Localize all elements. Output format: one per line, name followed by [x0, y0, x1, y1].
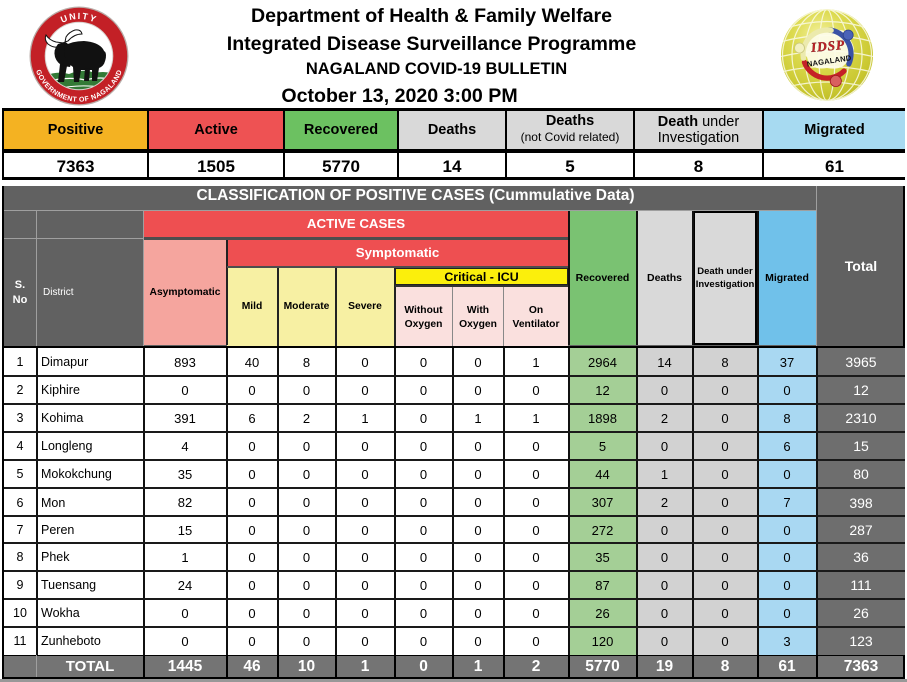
svg-text:IDSP: IDSP	[809, 37, 845, 55]
